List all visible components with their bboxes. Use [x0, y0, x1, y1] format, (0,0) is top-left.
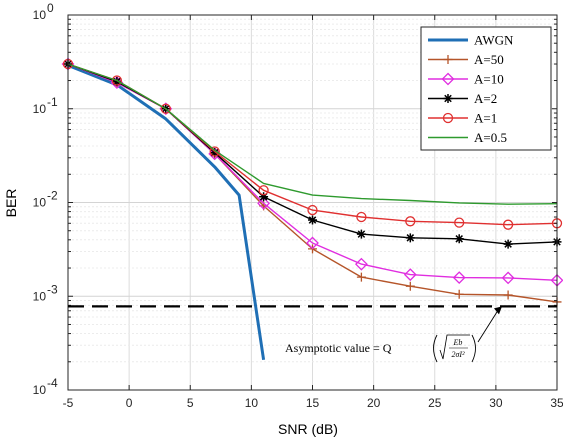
- x-tick-label: 5: [187, 396, 194, 410]
- series-awgn: [67, 64, 266, 361]
- legend-box: [420, 26, 552, 151]
- diamond-marker: [441, 72, 455, 86]
- star-marker: [308, 215, 317, 225]
- plus-marker: [405, 281, 415, 291]
- circle-marker: [454, 217, 465, 228]
- paren-right: [471, 334, 476, 363]
- star-marker: [259, 192, 269, 202]
- y-tick-exponent: -4: [47, 376, 58, 390]
- legend: AWGN A=50 A=10 A=2 A=1 A=0.5: [420, 26, 552, 151]
- x-tick-label: 20: [367, 396, 381, 410]
- star-marker: [112, 77, 122, 87]
- series-line: [67, 63, 558, 205]
- legend-label: AWGN: [474, 33, 514, 48]
- plus-marker: [454, 289, 464, 299]
- x-tick-label: 0: [126, 396, 133, 410]
- series-line: [67, 64, 266, 361]
- y-tick-exponent: -1: [47, 95, 58, 109]
- circle-marker: [258, 185, 269, 196]
- sqrt-sign: [439, 334, 470, 360]
- circle-marker: [356, 211, 367, 223]
- circle-marker: [442, 112, 454, 124]
- diamond-marker: [306, 236, 319, 250]
- legend-entry: A=1: [428, 111, 497, 126]
- diamond-marker: [403, 268, 417, 282]
- circle-marker: [209, 146, 220, 157]
- y-tick-exponent: 0: [47, 1, 54, 15]
- legend-label: A=50: [474, 52, 504, 67]
- diamond-marker: [452, 271, 466, 285]
- arrow-head: [493, 306, 502, 315]
- star-marker: [443, 94, 453, 103]
- legend-label: A=0.5: [474, 130, 507, 145]
- plus-marker: [356, 272, 366, 282]
- annotation-arrow: [477, 310, 499, 343]
- circle-marker: [502, 219, 514, 230]
- x-axis-label: SNR (dB): [278, 421, 338, 437]
- y-tick-exponent: -3: [47, 282, 58, 296]
- legend-entry: A=0.5: [428, 130, 507, 145]
- circle-marker: [307, 204, 318, 216]
- legend-label: A=2: [474, 91, 497, 106]
- y-axis-label: BER: [3, 189, 19, 218]
- annotation-text: Asymptotic value = Q: [285, 341, 392, 355]
- legend-label: A=10: [474, 72, 504, 87]
- annotation-denominator: 2σI²: [451, 350, 465, 359]
- x-tick-label: 10: [245, 396, 259, 410]
- circle-marker: [160, 103, 171, 114]
- x-tick-label: 15: [306, 396, 320, 410]
- x-tick-label: 25: [428, 396, 442, 410]
- star-marker: [210, 148, 220, 158]
- y-tick-label: 10: [33, 8, 47, 22]
- y-tick-label: 10: [33, 102, 47, 116]
- series-a-0-5: [67, 63, 558, 205]
- annotation: Asymptotic value = Q Eb 2σI²: [285, 306, 502, 363]
- legend-entry: A=2: [428, 91, 497, 106]
- paren-left: [433, 334, 438, 363]
- plus-marker: [503, 290, 513, 300]
- star-marker: [454, 234, 464, 244]
- y-tick-label: 10: [33, 289, 47, 303]
- plot-area: [61, 57, 563, 361]
- circle-marker: [111, 75, 123, 86]
- x-tick-label: -5: [63, 396, 74, 410]
- annotation-numerator: Eb: [453, 338, 463, 347]
- legend-label: A=1: [474, 111, 497, 126]
- x-tick-label: 30: [489, 396, 503, 410]
- legend-entry: A=10: [428, 72, 504, 87]
- legend-entry: AWGN: [428, 33, 514, 48]
- diamond-marker: [257, 196, 271, 210]
- x-tick-label: 35: [550, 396, 563, 410]
- circle-marker: [405, 216, 416, 227]
- y-tick-label: 10: [33, 196, 47, 210]
- plus-marker: [443, 55, 453, 64]
- y-tick-label: 10: [33, 383, 47, 397]
- y-tick-exponent: -2: [47, 189, 58, 203]
- diamond-marker: [354, 257, 368, 271]
- legend-entry: A=50: [428, 52, 504, 67]
- diamond-marker: [501, 271, 515, 285]
- star-marker: [405, 233, 415, 243]
- star-marker: [356, 229, 366, 239]
- star-marker: [503, 239, 513, 249]
